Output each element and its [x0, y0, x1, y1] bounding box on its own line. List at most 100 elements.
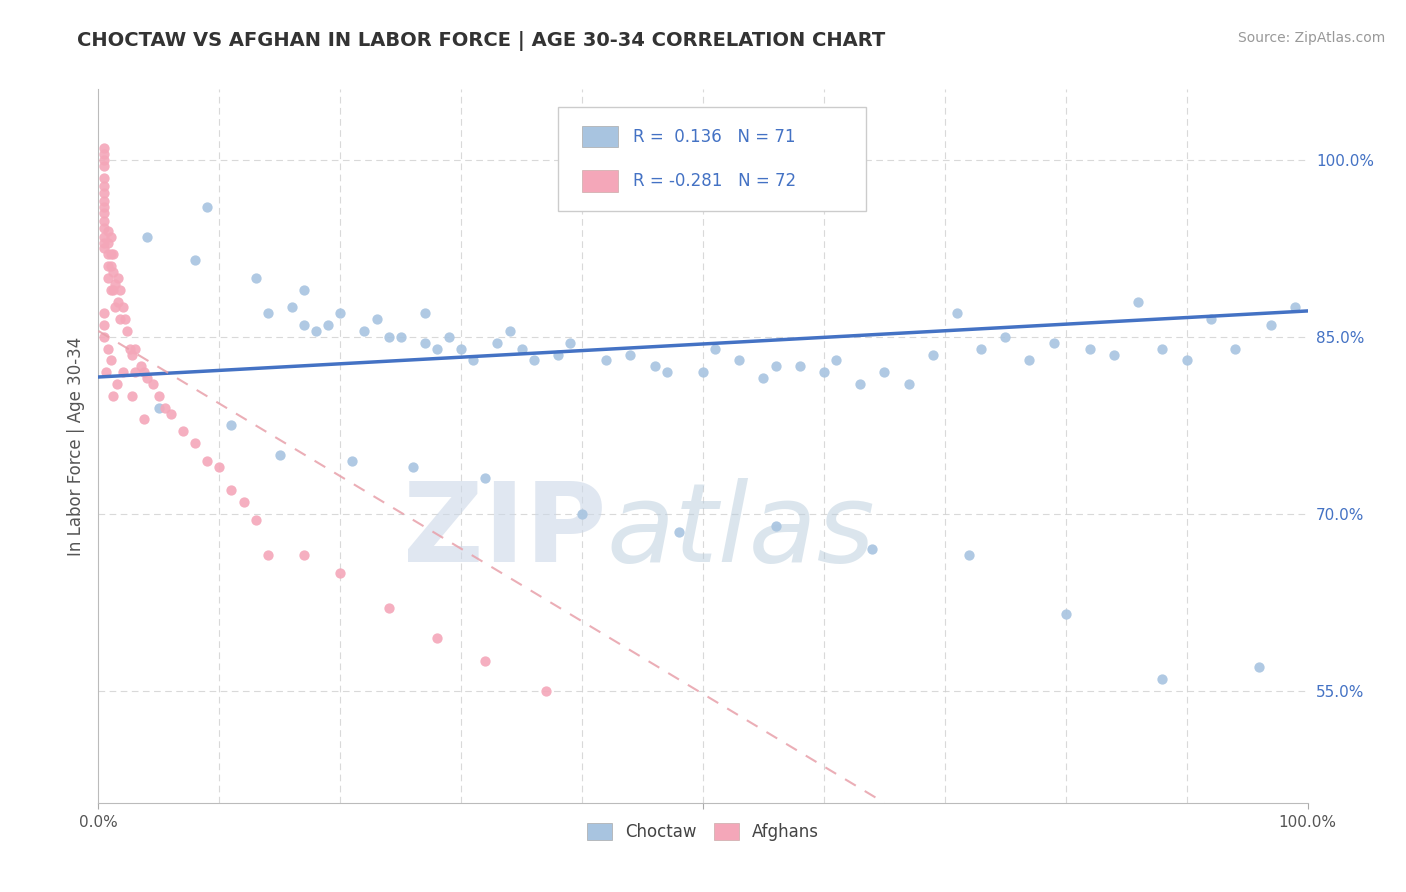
Point	[366, 312, 388, 326]
Point	[329, 566, 352, 580]
Point	[1199, 312, 1222, 326]
Point	[208, 459, 231, 474]
Point	[377, 601, 399, 615]
Point	[134, 412, 156, 426]
Point	[100, 353, 122, 368]
Point	[1054, 607, 1077, 621]
Point	[121, 348, 143, 362]
Point	[1284, 301, 1306, 315]
Point	[1152, 672, 1174, 686]
Point	[921, 348, 943, 362]
Point	[498, 324, 520, 338]
Point	[101, 283, 124, 297]
Point	[1102, 348, 1125, 362]
Point	[94, 365, 117, 379]
Point	[93, 141, 115, 155]
Point	[105, 377, 128, 392]
Point	[353, 324, 375, 338]
Point	[450, 342, 472, 356]
Point	[547, 348, 569, 362]
Point	[1152, 342, 1174, 356]
Point	[93, 318, 115, 332]
Point	[873, 365, 896, 379]
Point	[668, 524, 690, 539]
Point	[93, 221, 115, 235]
Point	[93, 147, 115, 161]
Point	[994, 330, 1017, 344]
Point	[195, 200, 218, 214]
Point	[100, 247, 122, 261]
Point	[970, 342, 993, 356]
Point	[1249, 660, 1271, 674]
Point	[153, 401, 176, 415]
Point	[104, 277, 127, 291]
Point	[897, 377, 920, 392]
Point	[93, 178, 115, 193]
Point	[93, 186, 115, 200]
Point	[437, 330, 460, 344]
Point	[97, 224, 120, 238]
Point	[644, 359, 666, 374]
Text: atlas: atlas	[606, 478, 875, 585]
Point	[619, 348, 641, 362]
Point	[402, 459, 425, 474]
Point	[184, 436, 207, 450]
Point	[1018, 353, 1040, 368]
Legend: Choctaw, Afghans: Choctaw, Afghans	[581, 816, 825, 848]
Point	[111, 301, 134, 315]
Point	[269, 448, 291, 462]
Point	[124, 365, 146, 379]
Text: CHOCTAW VS AFGHAN IN LABOR FORCE | AGE 30-34 CORRELATION CHART: CHOCTAW VS AFGHAN IN LABOR FORCE | AGE 3…	[77, 31, 886, 51]
Point	[474, 654, 496, 668]
Text: R = -0.281   N = 72: R = -0.281 N = 72	[633, 172, 796, 190]
Point	[195, 454, 218, 468]
Point	[104, 301, 127, 315]
Point	[148, 389, 170, 403]
Point	[129, 359, 152, 374]
Point	[101, 265, 124, 279]
Point	[256, 548, 278, 562]
Point	[946, 306, 969, 320]
Point	[595, 353, 617, 368]
Point	[121, 389, 143, 403]
Point	[813, 365, 835, 379]
Point	[413, 335, 436, 350]
Text: Source: ZipAtlas.com: Source: ZipAtlas.com	[1237, 31, 1385, 45]
Point	[849, 377, 872, 392]
Point	[463, 353, 485, 368]
Point	[111, 365, 134, 379]
Point	[108, 312, 131, 326]
Point	[124, 342, 146, 356]
Point	[342, 454, 364, 468]
Point	[1078, 342, 1101, 356]
Point	[957, 548, 980, 562]
Point	[510, 342, 533, 356]
Point	[765, 359, 787, 374]
Point	[292, 283, 315, 297]
Point	[389, 330, 412, 344]
Point	[752, 371, 775, 385]
Point	[523, 353, 546, 368]
Point	[704, 342, 727, 356]
Point	[100, 259, 122, 273]
Point	[184, 253, 207, 268]
Point	[377, 330, 399, 344]
Point	[426, 631, 449, 645]
Point	[160, 407, 183, 421]
Point	[232, 495, 254, 509]
Point	[329, 306, 352, 320]
Point	[142, 377, 165, 392]
Point	[135, 371, 157, 385]
Point	[93, 214, 115, 228]
Point	[108, 283, 131, 297]
Point	[97, 247, 120, 261]
Point	[93, 330, 115, 344]
Point	[97, 271, 120, 285]
Point	[117, 324, 139, 338]
Text: R =  0.136   N = 71: R = 0.136 N = 71	[633, 128, 796, 145]
Text: ZIP: ZIP	[404, 478, 606, 585]
Point	[118, 342, 141, 356]
Point	[655, 365, 678, 379]
Point	[1128, 294, 1150, 309]
Point	[93, 153, 115, 167]
